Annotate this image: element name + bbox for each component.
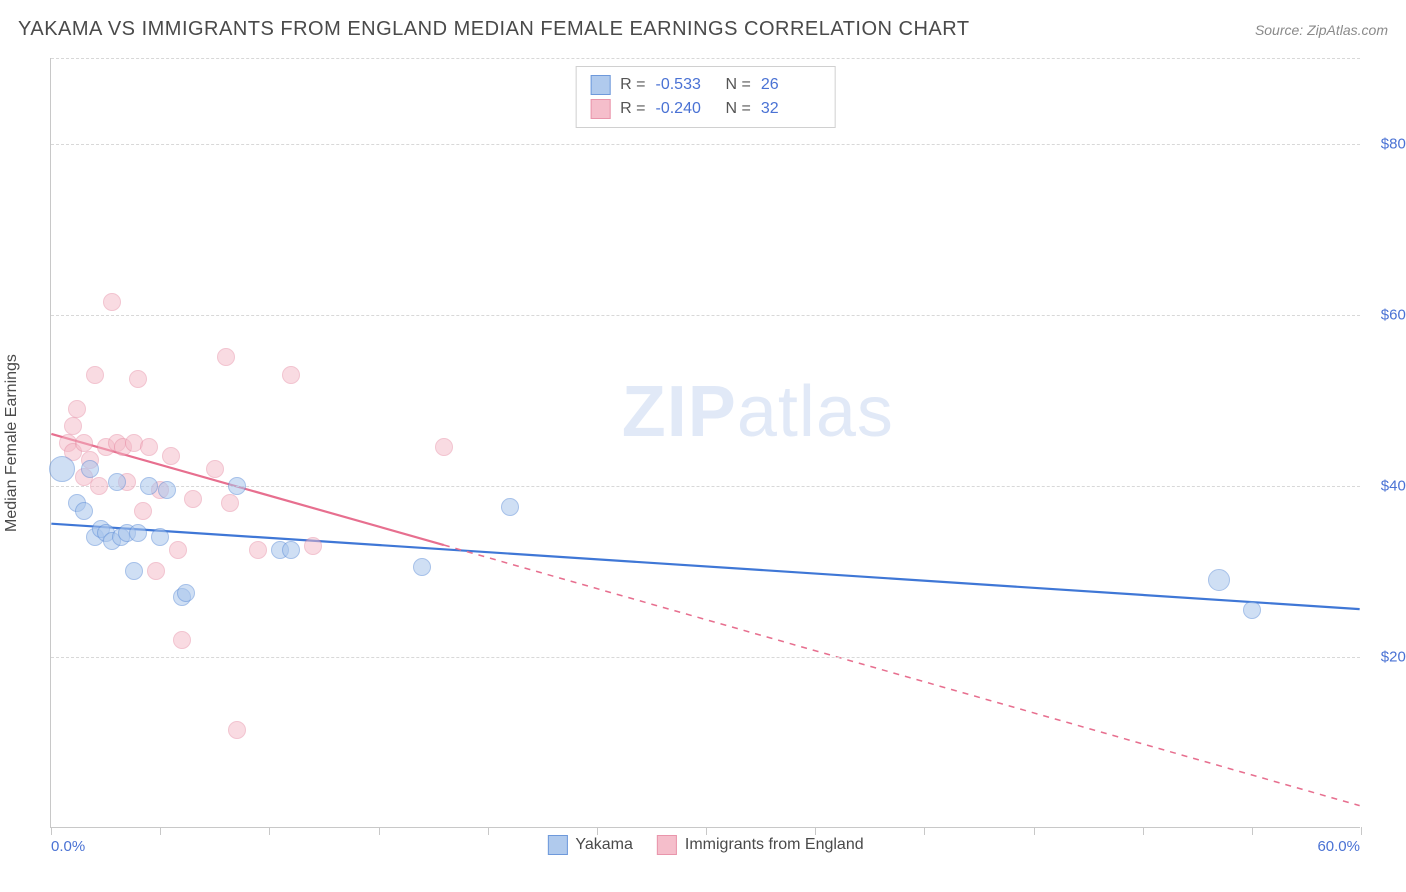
scatter-point bbox=[184, 490, 202, 508]
x-tick bbox=[1252, 827, 1253, 835]
scatter-point bbox=[221, 494, 239, 512]
legend-row-series-1: R = -0.240 N = 32 bbox=[590, 97, 821, 121]
scatter-point bbox=[90, 477, 108, 495]
scatter-point bbox=[49, 456, 75, 482]
gridline bbox=[51, 315, 1360, 316]
scatter-point bbox=[64, 417, 82, 435]
scatter-point bbox=[81, 460, 99, 478]
gridline bbox=[51, 58, 1360, 59]
scatter-point bbox=[68, 400, 86, 418]
scatter-point bbox=[1243, 601, 1261, 619]
watermark-light: atlas bbox=[737, 372, 894, 452]
x-axis-min-label: 0.0% bbox=[51, 838, 85, 855]
n-value-1: 32 bbox=[761, 100, 821, 118]
y-tick-label: $20,000 bbox=[1381, 648, 1406, 665]
scatter-point bbox=[158, 481, 176, 499]
x-tick bbox=[379, 827, 380, 835]
scatter-point bbox=[129, 524, 147, 542]
scatter-point bbox=[228, 477, 246, 495]
scatter-point bbox=[282, 366, 300, 384]
scatter-point bbox=[108, 473, 126, 491]
scatter-point bbox=[129, 370, 147, 388]
scatter-point bbox=[1208, 569, 1230, 591]
scatter-point bbox=[162, 447, 180, 465]
scatter-point bbox=[282, 541, 300, 559]
x-tick bbox=[160, 827, 161, 835]
chart-area: Median Female Earnings ZIPatlas R = -0.5… bbox=[50, 58, 1360, 828]
x-tick bbox=[1361, 827, 1362, 835]
scatter-point bbox=[86, 366, 104, 384]
trendline-solid bbox=[51, 524, 1359, 609]
gridline bbox=[51, 486, 1360, 487]
x-tick bbox=[924, 827, 925, 835]
gridline bbox=[51, 144, 1360, 145]
y-tick-label: $40,000 bbox=[1381, 477, 1406, 494]
scatter-point bbox=[134, 502, 152, 520]
correlation-legend: R = -0.533 N = 26 R = -0.240 N = 32 bbox=[575, 66, 836, 128]
scatter-point bbox=[173, 631, 191, 649]
r-label: R = bbox=[620, 100, 645, 118]
r-value-1: -0.240 bbox=[656, 100, 716, 118]
x-tick bbox=[597, 827, 598, 835]
scatter-point bbox=[501, 498, 519, 516]
x-tick bbox=[488, 827, 489, 835]
x-axis-max-label: 60.0% bbox=[1317, 838, 1360, 855]
scatter-point bbox=[125, 562, 143, 580]
x-tick bbox=[706, 827, 707, 835]
scatter-point bbox=[435, 438, 453, 456]
scatter-point bbox=[140, 477, 158, 495]
legend-row-series-0: R = -0.533 N = 26 bbox=[590, 73, 821, 97]
r-label: R = bbox=[620, 76, 645, 94]
scatter-point bbox=[147, 562, 165, 580]
y-axis-title: Median Female Earnings bbox=[3, 354, 21, 532]
scatter-point bbox=[75, 502, 93, 520]
n-label: N = bbox=[726, 76, 751, 94]
gridline bbox=[51, 657, 1360, 658]
swatch-series-0 bbox=[547, 835, 567, 855]
scatter-point bbox=[413, 558, 431, 576]
scatter-point bbox=[140, 438, 158, 456]
plot-region: ZIPatlas R = -0.533 N = 26 R = -0.240 N … bbox=[50, 58, 1360, 828]
scatter-point bbox=[206, 460, 224, 478]
chart-title: YAKAMA VS IMMIGRANTS FROM ENGLAND MEDIAN… bbox=[18, 18, 970, 41]
x-tick bbox=[1034, 827, 1035, 835]
scatter-point bbox=[228, 721, 246, 739]
scatter-point bbox=[151, 528, 169, 546]
series-name-1: Immigrants from England bbox=[685, 836, 864, 854]
y-tick-label: $80,000 bbox=[1381, 135, 1406, 152]
x-tick bbox=[1143, 827, 1144, 835]
x-tick bbox=[815, 827, 816, 835]
scatter-point bbox=[169, 541, 187, 559]
r-value-0: -0.533 bbox=[656, 76, 716, 94]
series-name-0: Yakama bbox=[575, 836, 633, 854]
n-label: N = bbox=[726, 100, 751, 118]
source-label: Source: ZipAtlas.com bbox=[1255, 22, 1388, 38]
x-tick bbox=[51, 827, 52, 835]
y-tick-label: $60,000 bbox=[1381, 306, 1406, 323]
scatter-point bbox=[304, 537, 322, 555]
swatch-series-0 bbox=[590, 75, 610, 95]
swatch-series-1 bbox=[657, 835, 677, 855]
scatter-point bbox=[217, 348, 235, 366]
series-legend: Yakama Immigrants from England bbox=[547, 835, 863, 855]
swatch-series-1 bbox=[590, 99, 610, 119]
n-value-0: 26 bbox=[761, 76, 821, 94]
scatter-point bbox=[249, 541, 267, 559]
scatter-point bbox=[75, 434, 93, 452]
legend-item-0: Yakama bbox=[547, 835, 633, 855]
watermark: ZIPatlas bbox=[622, 371, 894, 453]
legend-item-1: Immigrants from England bbox=[657, 835, 864, 855]
scatter-point bbox=[177, 584, 195, 602]
trend-lines-layer bbox=[51, 58, 1360, 827]
watermark-bold: ZIP bbox=[622, 372, 737, 452]
scatter-point bbox=[103, 293, 121, 311]
x-tick bbox=[269, 827, 270, 835]
